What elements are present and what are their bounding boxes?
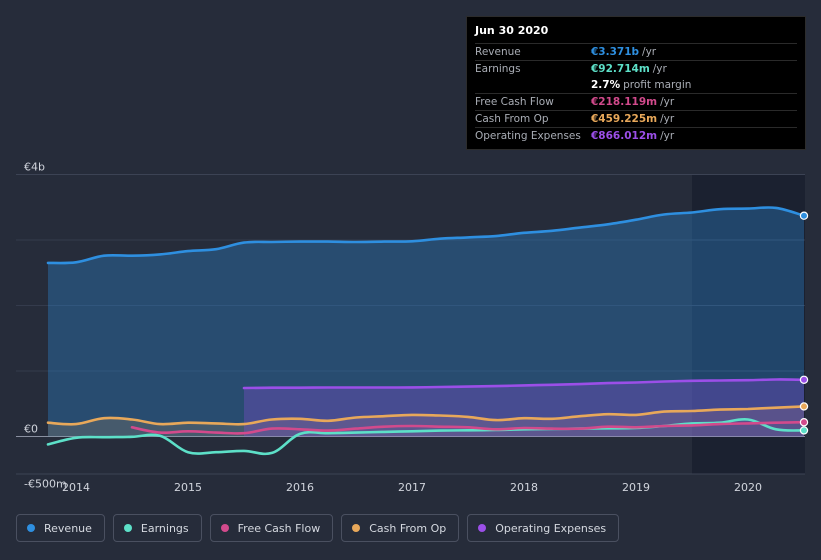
x-tick-label: 2016 [286, 481, 314, 494]
tooltip-row-value: €92.714m [591, 63, 650, 75]
tooltip-row-value: €866.012m [591, 130, 658, 142]
x-tick-label: 2019 [622, 481, 650, 494]
free-cash-flow-end-marker [799, 418, 809, 427]
tooltip-row-label [475, 77, 591, 93]
y-tick-label: -€500m [24, 477, 67, 490]
free-cash-flow-line [130, 420, 806, 435]
legend-item-revenue[interactable]: Revenue [16, 514, 105, 542]
x-tick-label: 2014 [62, 481, 90, 494]
earnings-end-marker [799, 426, 809, 435]
legend-dot-icon [478, 524, 487, 532]
legend: Revenue Earnings Free Cash Flow Cash From O… [16, 514, 627, 542]
tooltip-row-value: €218.119m [591, 96, 658, 108]
legend-label: Earnings [140, 521, 189, 535]
tooltip-row: Earnings €92.714m/yr [475, 60, 797, 77]
legend-label: Free Cash Flow [237, 521, 321, 535]
operating-expenses-line [242, 378, 806, 390]
tooltip-panel: Jun 30 2020 Revenue €3.371b/yr Earnings €92… [466, 16, 806, 150]
legend-dot-icon [27, 524, 35, 532]
revenue-line [46, 206, 806, 265]
tooltip-row-value: €459.225m [591, 113, 658, 125]
tooltip-row-unit: /yr [660, 113, 675, 125]
legend-label: Operating Expenses [495, 521, 607, 535]
legend-dot-icon [220, 524, 229, 532]
x-tick-label: 2017 [398, 481, 426, 494]
x-tick-label: 2015 [174, 481, 202, 494]
x-tick-label: 2020 [734, 481, 762, 494]
tooltip-row-label: Revenue [475, 46, 521, 58]
legend-label: Cash From Op [369, 521, 447, 535]
tooltip-row: Revenue €3.371b/yr [475, 43, 797, 60]
legend-label: Revenue [44, 521, 92, 535]
tooltip-row-value: €3.371b [591, 46, 640, 58]
tooltip-row-label: Free Cash Flow [475, 96, 554, 108]
tooltip-row-label: Earnings [475, 63, 521, 75]
tooltip-row-unit: /yr [652, 63, 667, 75]
tooltip-row: 2.7% profit margin [475, 77, 797, 93]
revenue-end-marker [799, 211, 809, 220]
legend-item-operating-expenses[interactable]: Operating Expenses [467, 514, 620, 542]
operating-expenses-end-marker [799, 375, 809, 384]
y-tick-label: €0 [24, 423, 38, 436]
tooltip-row: Operating Expenses €866.012m/yr [475, 127, 797, 144]
revenue-area [48, 207, 804, 437]
tooltip-row-label: Cash From Op [475, 113, 549, 125]
legend-dot-icon [352, 524, 361, 532]
legend-dot-icon [123, 524, 132, 532]
legend-item-free-cash-flow[interactable]: Free Cash Flow [209, 514, 334, 542]
tooltip-date: Jun 30 2020 [475, 24, 549, 37]
x-tick-label: 2018 [510, 481, 538, 494]
y-tick-label: €4b [24, 161, 45, 174]
tooltip-row-unit: /yr [660, 96, 675, 108]
operating-expenses-area [244, 379, 804, 437]
cash-from-op-end-marker [799, 402, 809, 411]
tooltip-row-unit: profit margin [623, 79, 692, 91]
legend-item-cash-from-op[interactable]: Cash From Op [341, 514, 460, 542]
tooltip-row-unit: /yr [660, 130, 675, 142]
tooltip-row: Free Cash Flow €218.119m/yr [475, 93, 797, 110]
legend-item-earnings[interactable]: Earnings [112, 514, 202, 542]
tooltip-row-value: 2.7% [591, 79, 621, 91]
cash-from-op-line [46, 405, 806, 426]
tooltip-row-unit: /yr [642, 46, 657, 58]
tooltip-row-label: Operating Expenses [475, 130, 581, 142]
tooltip-row: Cash From Op €459.225m/yr [475, 110, 797, 127]
